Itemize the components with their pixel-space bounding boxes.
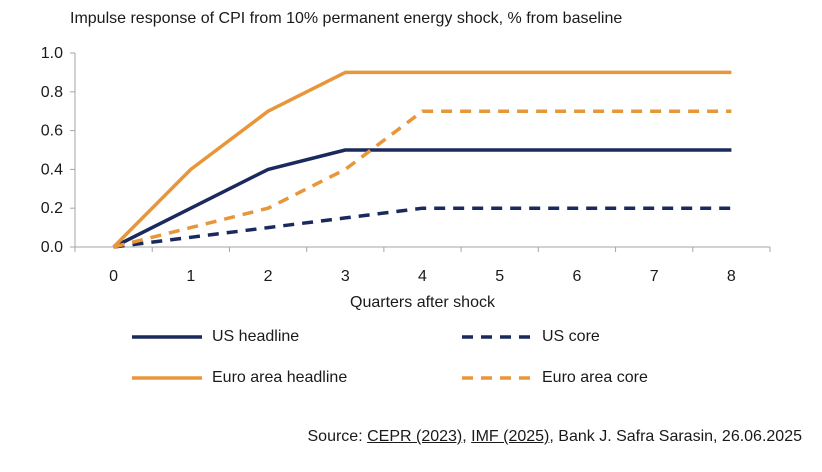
source-note: Source: CEPR (2023), IMF (2025), Bank J.… bbox=[308, 428, 803, 446]
legend-item-us-core: US core bbox=[462, 328, 600, 346]
legend-label: US headline bbox=[212, 328, 300, 345]
y-tick-label: 1.0 bbox=[41, 45, 63, 62]
y-tick-label: 0.6 bbox=[41, 123, 63, 140]
source-link-imf[interactable]: IMF (2025) bbox=[471, 428, 550, 445]
x-tick-label: 5 bbox=[495, 268, 504, 285]
x-tick-label: 8 bbox=[727, 268, 736, 285]
x-tick-label: 0 bbox=[109, 268, 118, 285]
chart-plot: 0.0 0.2 0.4 0.6 0.8 1.0 0 1 2 3 4 5 6 7 8 Quarters aft… bbox=[41, 45, 771, 311]
x-tick-label: 2 bbox=[264, 268, 273, 285]
x-tick-label: 4 bbox=[418, 268, 427, 285]
legend-label: US core bbox=[542, 328, 600, 345]
source-separator: , bbox=[462, 428, 472, 445]
legend-label: Euro area headline bbox=[212, 369, 348, 386]
source-link-cepr[interactable]: CEPR (2023) bbox=[367, 428, 463, 445]
legend-item-euro-core: Euro area core bbox=[462, 369, 648, 387]
x-tick-label: 6 bbox=[572, 268, 581, 285]
legend-label: Euro area core bbox=[542, 369, 648, 386]
y-tick-label: 0.8 bbox=[41, 84, 63, 101]
source-suffix: , Bank J. Safra Sarasin, 26.06.2025 bbox=[549, 428, 802, 445]
series-line-us-core bbox=[113, 206, 732, 249]
legend-item-euro-headline: Euro area headline bbox=[132, 369, 347, 387]
x-tick-label: 1 bbox=[186, 268, 195, 285]
series-line-euro-area-headline bbox=[112, 70, 732, 249]
legend-item-us-headline: US headline bbox=[132, 328, 299, 346]
x-tick-label: 3 bbox=[341, 268, 350, 285]
y-tick-label: 0.0 bbox=[41, 239, 63, 256]
series-line-us-headline bbox=[112, 148, 732, 249]
source-prefix: Source: bbox=[307, 428, 368, 445]
chart-title: Impulse response of CPI from 10% permane… bbox=[70, 10, 623, 27]
x-tick-label: 7 bbox=[650, 268, 659, 285]
y-tick-label: 0.2 bbox=[41, 200, 63, 217]
series-line-euro-area-core bbox=[113, 109, 732, 249]
x-axis-label: Quarters after shock bbox=[350, 294, 496, 311]
y-tick-label: 0.4 bbox=[41, 161, 63, 178]
